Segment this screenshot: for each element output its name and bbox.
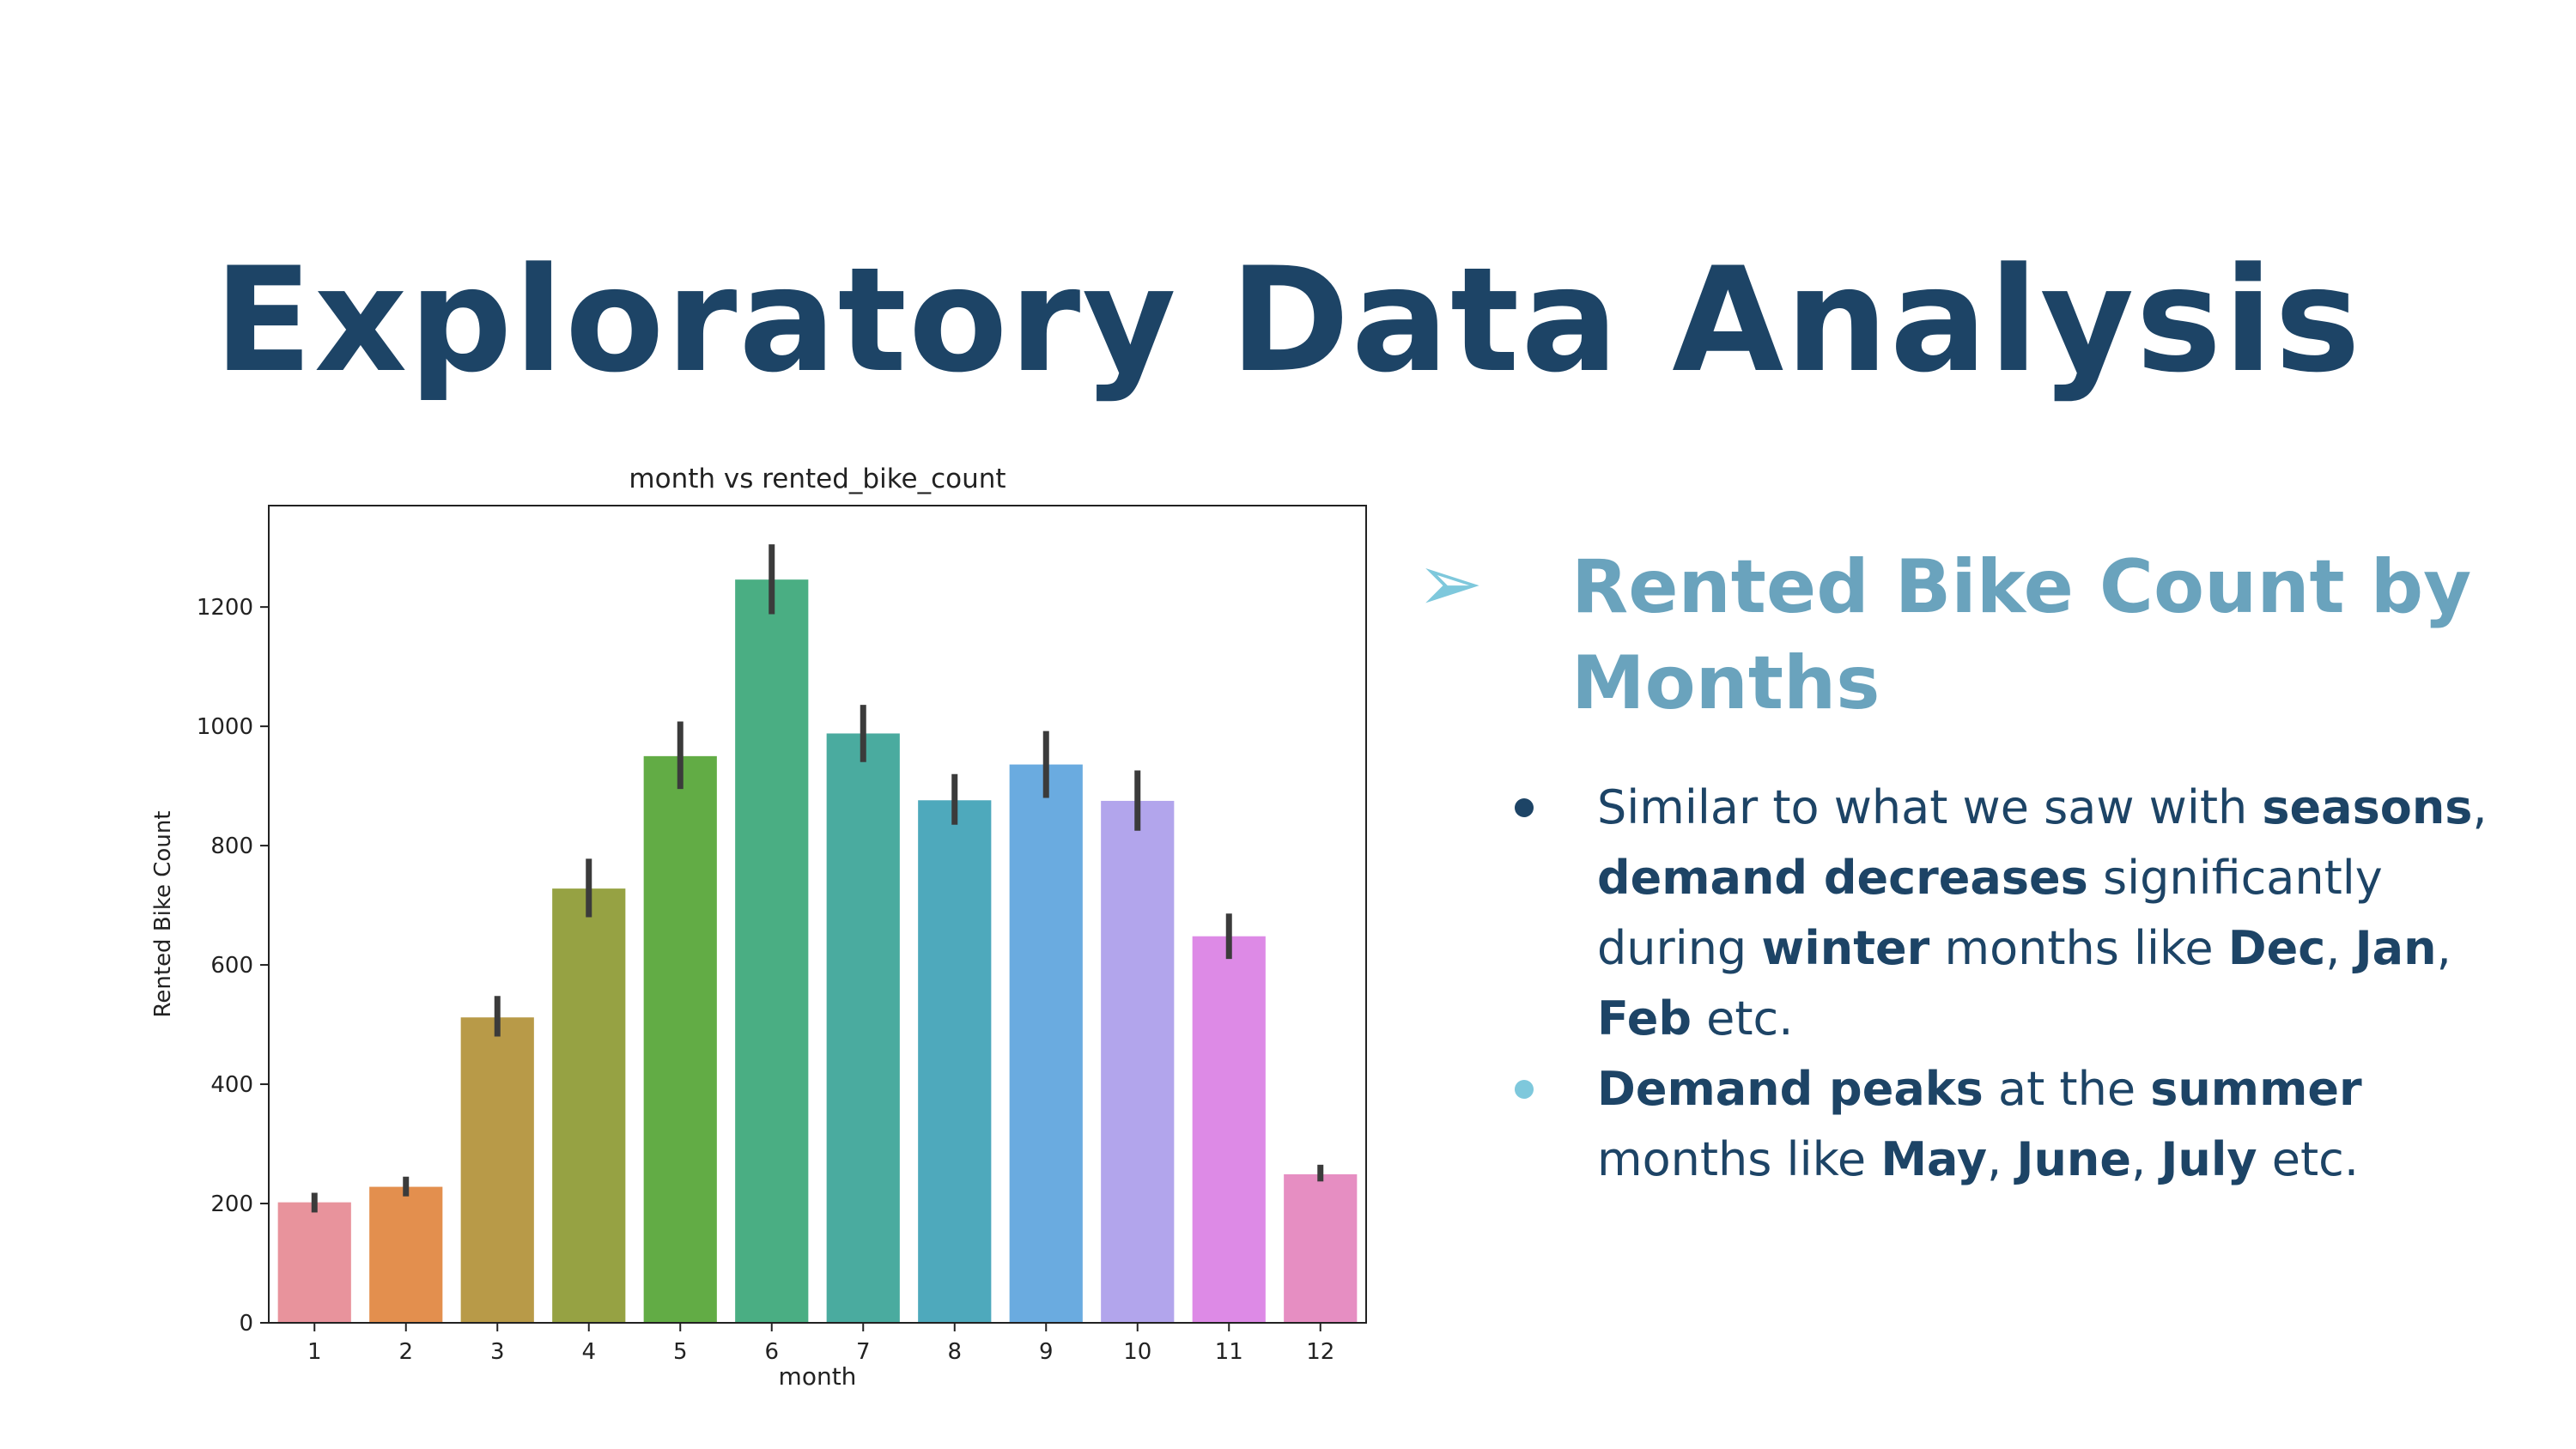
bar	[1284, 1173, 1358, 1323]
bullet-text: ,	[2325, 921, 2355, 975]
y-tick-label: 1000	[197, 714, 253, 740]
bullet-text: etc.	[1691, 991, 1794, 1046]
x-tick-label: 10	[1123, 1339, 1151, 1365]
bullet-list: Similar to what we saw with seasons, dem…	[1494, 773, 2542, 1195]
bullet-text: significantly during	[1597, 851, 2383, 975]
bullet-bold-text: June	[2016, 1132, 2131, 1186]
bar	[918, 800, 992, 1323]
bar	[1192, 936, 1266, 1323]
bar	[552, 888, 626, 1323]
y-tick-label: 0	[239, 1311, 253, 1337]
bullet-bold-text: July	[2160, 1132, 2257, 1186]
bar	[826, 733, 900, 1323]
bullet-bold-text: Demand peaks	[1597, 1062, 1984, 1116]
slide-title: Exploratory Data Analysis	[214, 236, 2362, 404]
section-heading-text: Rented Bike Count by Months	[1571, 544, 2472, 726]
chart-title: month vs rented_bike_count	[629, 464, 1005, 494]
bar	[1101, 800, 1175, 1323]
y-tick-label: 600	[210, 953, 253, 979]
plot-frame	[268, 505, 1367, 1324]
bullet-item: Demand peaks at the summer months like M…	[1494, 1054, 2542, 1195]
x-tick-label: 5	[673, 1339, 688, 1365]
bullet-bold-text: Feb	[1597, 991, 1692, 1046]
bar	[277, 1202, 351, 1323]
bullet-dot-icon	[1515, 798, 1534, 817]
x-axis-label: month	[779, 1362, 857, 1391]
bar-chart: month vs rented_bike_count Rented Bike C…	[150, 464, 1367, 1391]
x-tick-label: 6	[764, 1339, 779, 1365]
bullet-bold-text: seasons	[2262, 780, 2473, 834]
bullet-text: ,	[2130, 1132, 2161, 1186]
y-tick-label: 200	[210, 1191, 253, 1217]
x-tick-label: 8	[947, 1339, 962, 1365]
x-tick-label: 1	[307, 1339, 322, 1365]
bullet-text: ,	[1987, 1132, 2017, 1186]
y-tick-label: 1200	[197, 595, 253, 621]
arrow-bullet-icon: ➢	[1417, 537, 1484, 629]
bullet-bold-text: summer	[2150, 1062, 2362, 1116]
y-axis-label: Rented Bike Count	[150, 811, 176, 1018]
bar	[735, 579, 809, 1323]
x-tick-label: 2	[398, 1339, 413, 1365]
bullet-text: ,	[2472, 780, 2488, 834]
bullet-bold-text: Jan	[2354, 921, 2437, 975]
bar	[369, 1186, 443, 1323]
x-tick-label: 11	[1215, 1339, 1243, 1365]
bullet-bold-text: Dec	[2227, 921, 2326, 975]
y-tick-label: 400	[210, 1072, 253, 1098]
bullet-item: Similar to what we saw with seasons, dem…	[1494, 773, 2542, 1054]
bar	[643, 755, 717, 1323]
bullet-text: etc.	[2257, 1132, 2359, 1186]
bullet-text: at the	[1983, 1062, 2151, 1116]
bullet-text: Similar to what we saw with	[1597, 780, 2263, 834]
x-tick-label: 7	[856, 1339, 871, 1365]
bullet-dot-icon	[1515, 1080, 1534, 1099]
bar	[1009, 764, 1083, 1323]
bullet-bold-text: May	[1880, 1132, 1988, 1186]
x-tick-label: 3	[490, 1339, 505, 1365]
bullet-bold-text: winter	[1761, 921, 1930, 975]
bar	[460, 1017, 534, 1323]
y-tick-label: 800	[210, 834, 253, 859]
bullet-text: months like	[1597, 1132, 1881, 1186]
x-tick-label: 9	[1039, 1339, 1054, 1365]
bullet-text: months like	[1929, 921, 2228, 975]
bullet-bold-text: demand decreases	[1597, 851, 2088, 905]
x-tick-label: 12	[1306, 1339, 1334, 1365]
bullet-text: ,	[2436, 921, 2451, 975]
x-tick-label: 4	[581, 1339, 596, 1365]
